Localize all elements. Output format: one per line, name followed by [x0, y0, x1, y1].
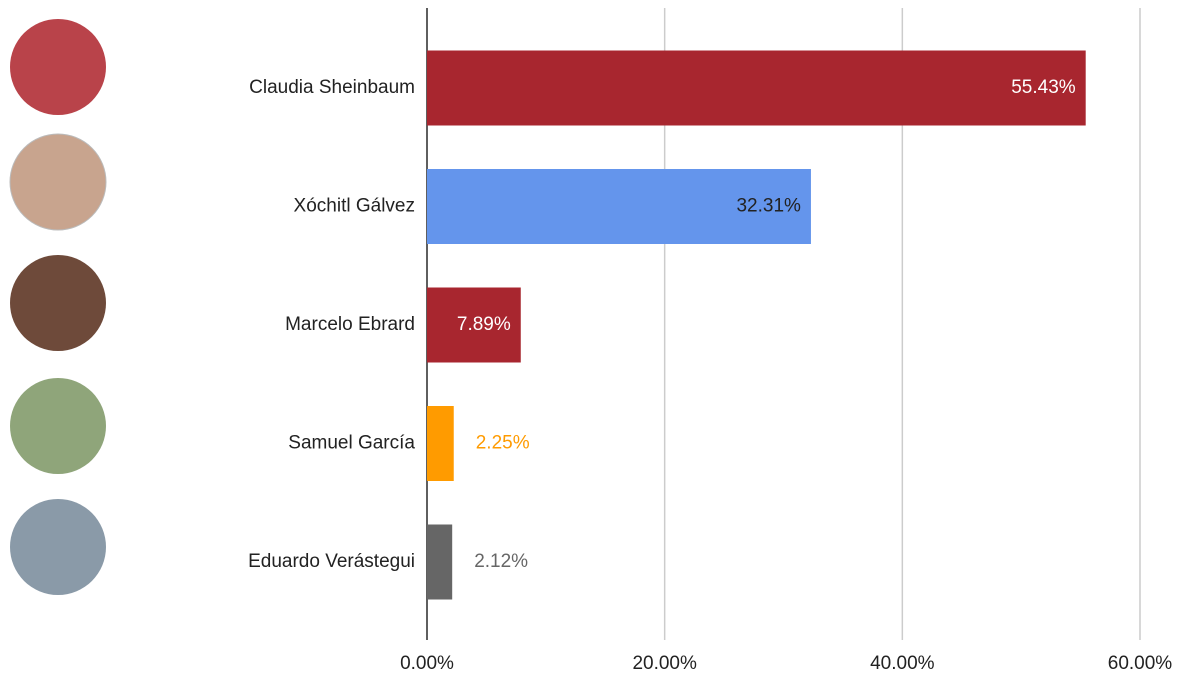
portrait: [10, 19, 106, 115]
x-tick-label: 40.00%: [870, 653, 935, 674]
bar: [427, 50, 1086, 126]
value-label: 32.31%: [736, 196, 801, 217]
value-label: 2.25%: [476, 433, 530, 454]
y-tick-label: Xóchitl Gálvez: [294, 196, 415, 217]
portrait: [9, 133, 107, 231]
portrait: [10, 378, 106, 474]
bar: [427, 524, 453, 600]
x-tick-label: 60.00%: [1108, 653, 1173, 674]
bar: [427, 406, 454, 481]
portrait: [10, 499, 106, 595]
x-tick-label: 0.00%: [400, 653, 454, 674]
y-tick-label: Samuel García: [288, 433, 415, 454]
value-label: 55.43%: [1011, 77, 1076, 98]
value-label: 7.89%: [457, 314, 511, 335]
y-tick-label: Claudia Sheinbaum: [249, 77, 415, 98]
value-label: 2.12%: [474, 551, 528, 572]
portraits: [9, 19, 107, 595]
portrait: [10, 255, 106, 351]
y-tick-label: Marcelo Ebrard: [285, 314, 415, 335]
bar: [427, 169, 811, 244]
y-tick-label: Eduardo Verástegui: [248, 551, 415, 572]
bar: [427, 287, 521, 363]
x-tick-label: 20.00%: [632, 653, 697, 674]
